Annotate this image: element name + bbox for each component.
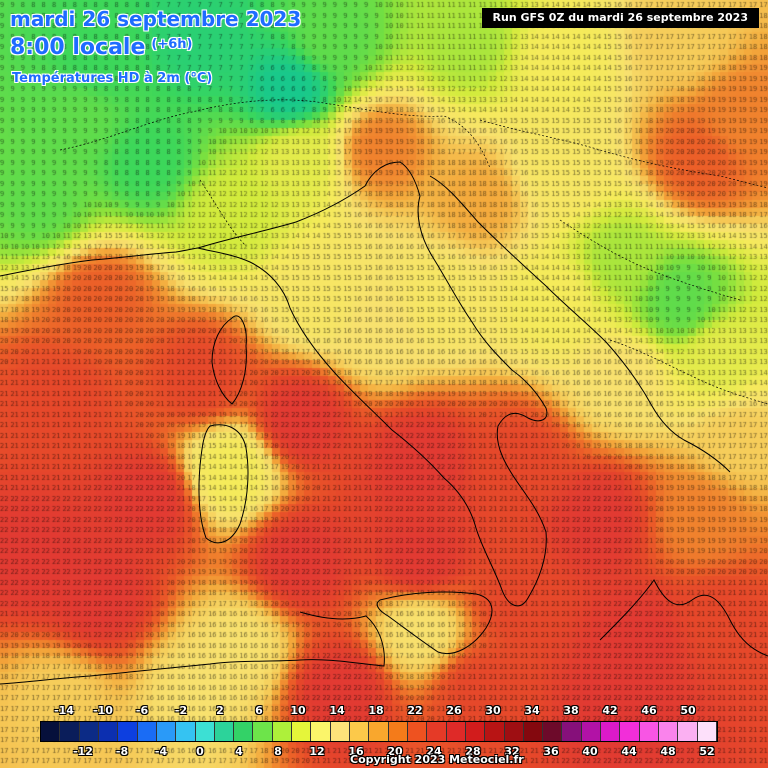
legend-swatch [156, 722, 177, 741]
legend-swatch [292, 722, 312, 741]
legend-swatch [581, 722, 602, 741]
legend-swatch [697, 722, 717, 741]
legend-swatch [620, 722, 640, 741]
legend-swatch [407, 722, 428, 741]
legend-bottom-label: 12 [309, 745, 325, 758]
legend-swatch [523, 722, 544, 741]
legend-swatch [369, 722, 389, 741]
sardinia-coastline [198, 424, 249, 544]
legend-top-label: 14 [329, 704, 345, 717]
legend-top-label: -6 [135, 704, 149, 717]
adriatic-east-coast [429, 175, 731, 473]
legend-swatch [446, 722, 466, 741]
legend-bottom-label: 32 [504, 745, 520, 758]
legend-bottom-label: 8 [274, 745, 282, 758]
legend-top-label: 30 [485, 704, 501, 717]
legend-bottom-label: -12 [73, 745, 93, 758]
legend-bottom-label: 24 [426, 745, 442, 758]
alps-border [59, 99, 491, 169]
legend-top-label: 10 [290, 704, 306, 717]
legend-swatch [601, 722, 621, 741]
legend-swatch [465, 722, 486, 741]
north-africa-coast [0, 611, 385, 685]
balkans-border-3 [609, 339, 768, 405]
legend-swatch [311, 722, 331, 741]
legend-swatch [485, 722, 505, 741]
time-title: 8:00 locale (+6h) [10, 32, 192, 61]
balkans-border-2 [559, 219, 741, 301]
legend-swatch [678, 722, 698, 741]
copyright-text: Copyright 2023 Meteociel.fr [350, 753, 524, 766]
legend-swatch [118, 722, 138, 741]
legend-swatch [195, 722, 215, 741]
legend-swatch [98, 722, 119, 741]
france-border [199, 179, 247, 247]
legend-swatch [659, 722, 679, 741]
legend-top-label: 6 [255, 704, 263, 717]
greece-coast [599, 579, 768, 657]
legend-color-bar [40, 721, 718, 742]
legend-top-label: 38 [563, 704, 579, 717]
legend-top-label: 26 [446, 704, 462, 717]
legend-top-label: -2 [174, 704, 188, 717]
legend-bottom-label: 20 [387, 745, 403, 758]
legend-top-label: 34 [524, 704, 540, 717]
legend-top-label: 18 [368, 704, 384, 717]
legend-top-label: -10 [93, 704, 113, 717]
balkans-border-1 [479, 119, 768, 189]
variable-title: Températures HD à 2m (°C) [12, 71, 213, 86]
legend-swatch [41, 722, 61, 741]
legend-swatch [60, 722, 80, 741]
french-coast [0, 247, 199, 277]
legend-top-label: 22 [407, 704, 423, 717]
legend-swatch [639, 722, 659, 741]
legend-bottom-label: -8 [115, 745, 129, 758]
legend-swatch [176, 722, 196, 741]
legend-swatch [543, 722, 563, 741]
sicily-coastline [376, 591, 493, 654]
legend-bottom-label: 0 [196, 745, 204, 758]
legend-bottom-label: 52 [699, 745, 715, 758]
date-title: mardi 26 septembre 2023 [10, 7, 302, 31]
legend-top-label: 2 [216, 704, 224, 717]
legend-bottom-label: 36 [543, 745, 559, 758]
legend-swatch [79, 722, 99, 741]
corsica-coastline [211, 315, 247, 405]
time-text: 8:00 locale [10, 35, 146, 60]
italy-coastline [196, 161, 548, 607]
legend-top-label: 46 [641, 704, 657, 717]
legend-bottom-label: 40 [582, 745, 598, 758]
legend-swatch [562, 722, 582, 741]
legend-bottom-label: 48 [660, 745, 676, 758]
legend-swatch [214, 722, 235, 741]
legend-swatch [427, 722, 447, 741]
legend-swatch [330, 722, 350, 741]
legend-bottom-label: -4 [154, 745, 168, 758]
legend-swatch [350, 722, 370, 741]
legend-swatch [272, 722, 293, 741]
legend-bottom-label: 4 [235, 745, 243, 758]
legend-top-label: -14 [54, 704, 74, 717]
legend-swatch [137, 722, 157, 741]
lead-time: (+6h) [151, 37, 193, 52]
legend-swatch [504, 722, 524, 741]
legend-bottom-label: 16 [348, 745, 364, 758]
legend-swatch [253, 722, 273, 741]
run-info-box: Run GFS 0Z du mardi 26 septembre 2023 [481, 8, 759, 28]
legend-bottom-label: 44 [621, 745, 637, 758]
legend-top-label: 42 [602, 704, 618, 717]
legend-swatch [388, 722, 408, 741]
legend-top-label: 50 [680, 704, 696, 717]
legend-bottom-label: 28 [465, 745, 481, 758]
legend-swatch [234, 722, 254, 741]
